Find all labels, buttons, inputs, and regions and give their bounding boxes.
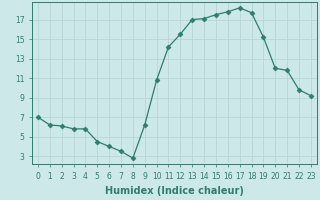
X-axis label: Humidex (Indice chaleur): Humidex (Indice chaleur) [105,186,244,196]
